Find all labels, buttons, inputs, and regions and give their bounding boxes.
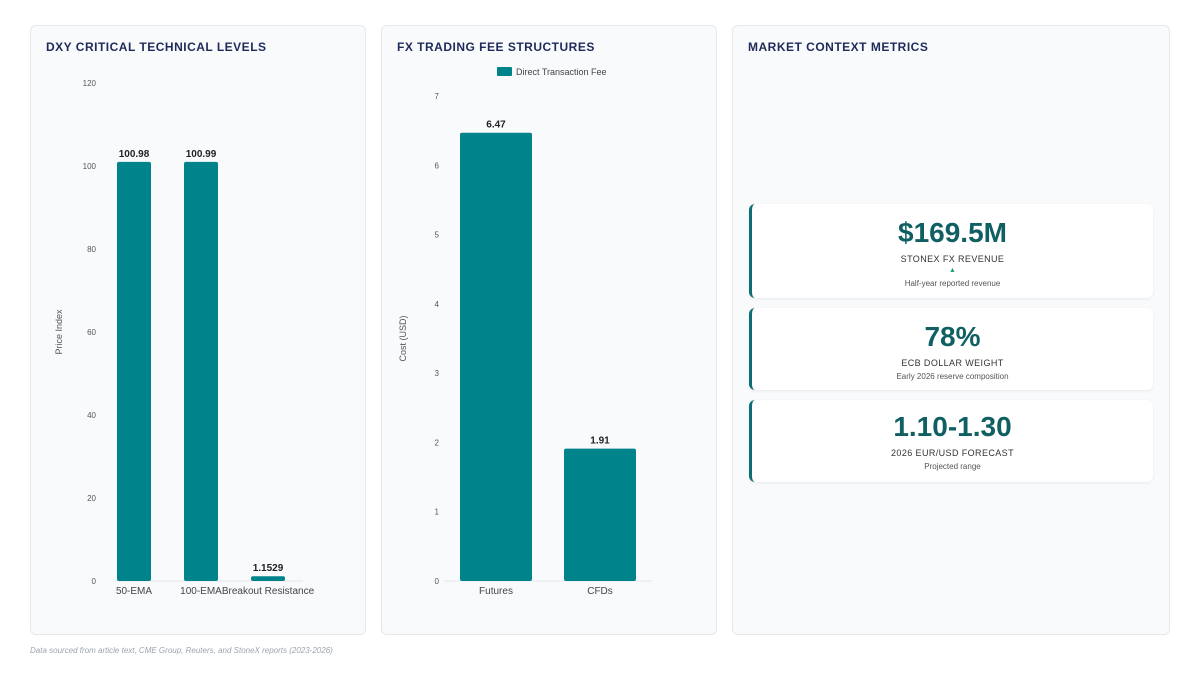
metric-card-eurusd-forecast: 1.10-1.30 2026 EUR/USD FORECAST Projecte… — [749, 400, 1153, 482]
bar — [564, 449, 636, 581]
trend-up-icon: ▲ — [752, 266, 1153, 275]
y-axis-label: Price Index — [54, 309, 64, 355]
bar — [117, 162, 151, 581]
bar-value-label: 100.99 — [186, 149, 217, 160]
y-tick-label: 6 — [435, 161, 440, 170]
source-footnote: Data sourced from article text, CME Grou… — [30, 646, 333, 655]
legend-swatch — [497, 67, 512, 76]
y-axis-label: Cost (USD) — [398, 315, 408, 361]
y-tick-label: 0 — [92, 577, 97, 586]
y-tick-label: 2 — [435, 438, 440, 447]
y-tick-label: 5 — [435, 231, 440, 240]
y-tick-label: 3 — [435, 369, 440, 378]
market-metrics-panel: MARKET CONTEXT METRICS $169.5M STONEX FX… — [732, 25, 1170, 635]
bar — [184, 162, 218, 581]
metric-value: 78% — [752, 320, 1153, 354]
x-tick-label: CFDs — [587, 586, 613, 597]
y-tick-label: 80 — [87, 245, 96, 254]
bar-value-label: 1.91 — [590, 436, 610, 447]
y-tick-label: 1 — [435, 508, 440, 517]
fee-bar-chart: 0 1 2 3 4 5 6 7 Cost (USD) 6.47 Futures 1.91 CFDs Dir… — [382, 26, 718, 636]
x-tick-label: Futures — [479, 586, 513, 597]
metric-subtitle: Projected range — [752, 462, 1153, 471]
y-tick-label: 120 — [83, 79, 97, 88]
dxy-bar-chart: 0 20 40 60 80 100 120 Price Index 100.98 50-EMA 10… — [31, 26, 367, 636]
metric-label: STONEX FX REVENUE — [752, 254, 1153, 264]
bar — [460, 133, 532, 581]
y-tick-label: 7 — [435, 92, 440, 101]
metrics-panel-title: MARKET CONTEXT METRICS — [748, 40, 928, 54]
y-tick-label: 0 — [435, 577, 440, 586]
bar-value-label: 1.1529 — [253, 563, 284, 574]
metric-subtitle: Half-year reported revenue — [752, 279, 1153, 288]
metric-card-ecb-weight: 78% ECB DOLLAR WEIGHT Early 2026 reserve… — [749, 308, 1153, 390]
bar-value-label: 100.98 — [119, 149, 150, 160]
y-tick-label: 60 — [87, 328, 96, 337]
y-tick-label: 20 — [87, 494, 96, 503]
x-tick-label: 100-EMA — [180, 586, 222, 597]
metric-subtitle: Early 2026 reserve composition — [752, 372, 1153, 381]
metric-value: $169.5M — [752, 216, 1153, 250]
y-tick-label: 40 — [87, 411, 96, 420]
bar — [251, 576, 285, 581]
y-tick-label: 100 — [83, 162, 97, 171]
fee-structures-panel: FX TRADING FEE STRUCTURES 0 1 2 3 4 5 6 7 Cost (… — [381, 25, 717, 635]
metric-card-stonex-revenue: $169.5M STONEX FX REVENUE ▲ Half-year re… — [749, 204, 1153, 298]
dxy-levels-panel: DXY CRITICAL TECHNICAL LEVELS 0 20 40 60 80 1… — [30, 25, 366, 635]
x-tick-label: 50-EMA — [116, 586, 152, 597]
metric-label: ECB DOLLAR WEIGHT — [752, 358, 1153, 368]
bar-value-label: 6.47 — [486, 120, 506, 131]
x-tick-label: Breakout Resistance — [222, 586, 315, 597]
metric-label: 2026 EUR/USD FORECAST — [752, 448, 1153, 458]
y-tick-label: 4 — [435, 300, 440, 309]
legend-label: Direct Transaction Fee — [516, 67, 607, 77]
metric-value: 1.10-1.30 — [752, 410, 1153, 444]
